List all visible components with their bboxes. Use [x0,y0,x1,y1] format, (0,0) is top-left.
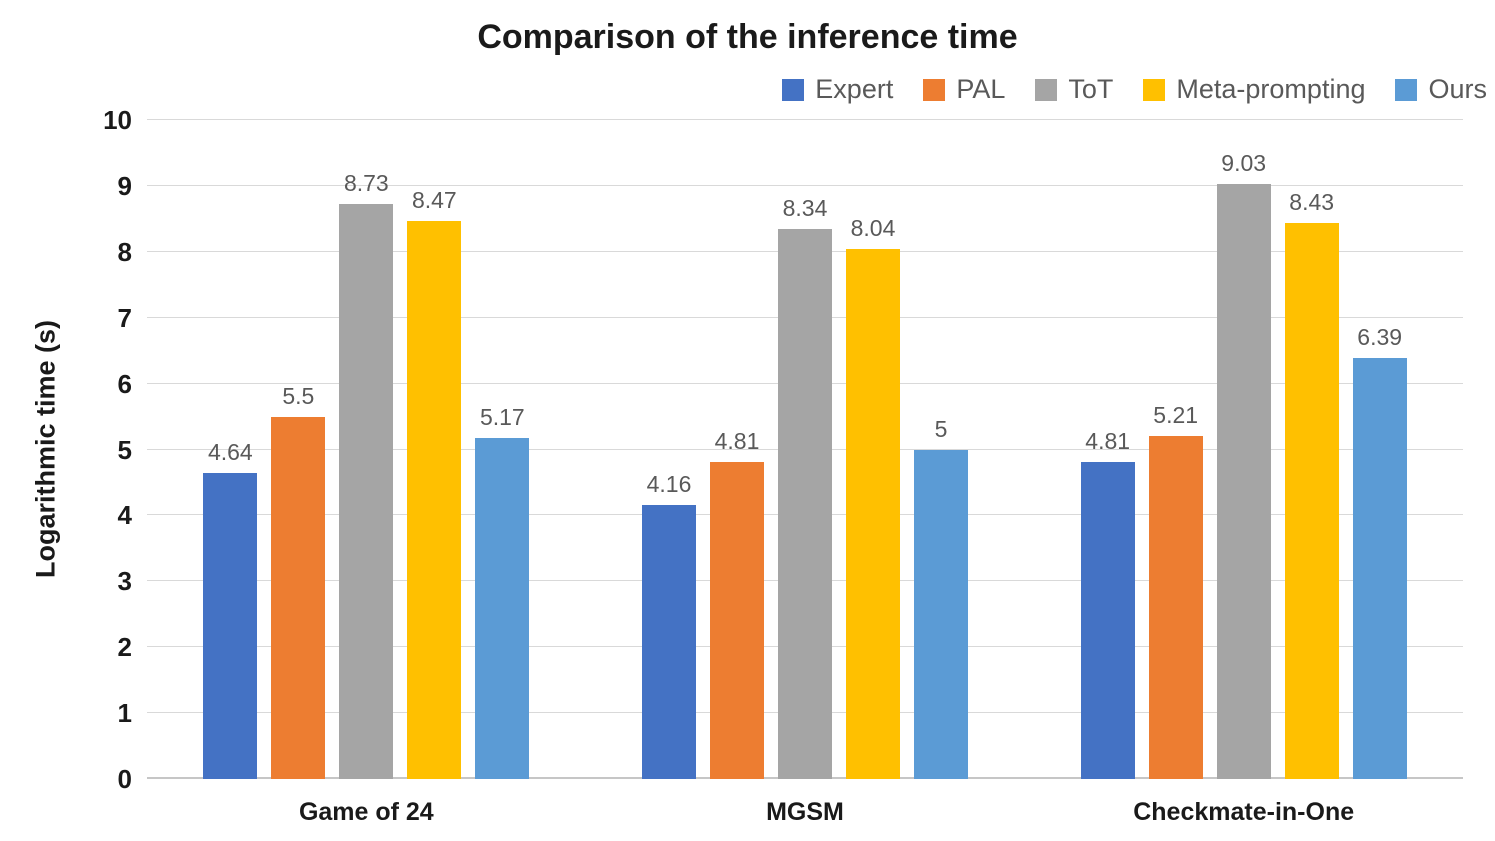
y-tick-label-8: 8 [117,236,132,267]
bar-value-label-meta-prompting-game-of-24: 8.47 [411,186,457,213]
bar-ours-game-of-24 [475,438,530,779]
legend-swatch-meta-prompting-icon [1143,78,1166,101]
x-axis-label-game-of-24: Game of 24 [298,798,434,826]
bar-slot-tot-checkmate-in-one: 9.03 [1216,120,1271,779]
bar-slot-ours-checkmate-in-one: 6.39 [1352,120,1407,779]
bar-group-checkmate-in-one: 4.81 5.21 9.03 8.43 6.39 [1024,120,1463,779]
bar-meta-prompting-mgsm [846,249,900,779]
y-tick-label-10: 10 [103,105,132,135]
y-tick-label-0: 0 [117,764,132,794]
bar-value-label-ours-mgsm: 5 [934,415,948,442]
legend-swatch-ours-icon [1395,78,1418,101]
bar-value-label-expert-checkmate-in-one: 4.81 [1085,428,1131,455]
bar-slot-ours-game-of-24: 5.17 [475,120,530,779]
bar-tot-mgsm [778,229,832,779]
bar-slot-tot-mgsm: 8.34 [778,120,832,779]
gridline [147,119,1463,120]
bar-value-label-tot-checkmate-in-one: 9.03 [1221,149,1267,176]
bar-value-label-expert-game-of-24: 4.64 [207,439,253,466]
x-axis-labels: Game of 24 MGSM Checkmate-in-One [147,798,1463,827]
legend-item-tot: ToT [1035,74,1113,105]
legend-swatch-tot-icon [1035,78,1058,101]
y-tick-label-1: 1 [117,698,132,729]
legend-item-pal: PAL [923,74,1005,105]
bar-expert-game-of-24 [203,473,258,779]
bar-slot-pal-checkmate-in-one: 5.21 [1148,120,1203,779]
bar-meta-prompting-checkmate-in-one [1284,223,1339,779]
legend-label-meta-prompting: Meta-prompting [1176,74,1366,104]
bar-pal-mgsm [710,462,764,779]
y-tick-label-3: 3 [117,566,132,597]
bar-meta-prompting-game-of-24 [407,220,462,779]
legend-swatch-expert-icon [782,78,805,101]
legend-item-ours: Ours [1395,74,1487,105]
legend-item-meta-prompting: Meta-prompting [1143,74,1365,105]
legend-swatch-pal-icon [923,78,946,101]
bar-ours-checkmate-in-one [1352,357,1407,779]
legend: Expert PAL ToT Meta-prompting Ours [782,74,1487,105]
y-tick-label-4: 4 [117,500,132,531]
y-tick-label-2: 2 [117,632,132,663]
bar-value-label-ours-game-of-24: 5.17 [479,404,525,431]
bar-slot-meta-prompting-game-of-24: 8.47 [407,120,462,779]
bar-tot-game-of-24 [339,203,394,779]
legend-label-pal: PAL [956,74,1006,104]
bar-slot-expert-mgsm: 4.16 [642,120,696,779]
bar-expert-mgsm [642,504,696,779]
legend-item-expert: Expert [782,74,893,105]
plot-area: 4.64 5.5 8.73 8.47 5.17 4.16 4.81 8.34 8.04 5 4.81… [147,119,1463,779]
bar-value-label-meta-prompting-mgsm: 8.04 [850,215,896,242]
bar-value-label-ours-checkmate-in-one: 6.39 [1357,323,1403,350]
legend-label-expert: Expert [815,74,894,104]
chart-title: Comparison of the inference time [477,18,1018,56]
bar-slot-expert-checkmate-in-one: 4.81 [1080,120,1135,779]
bar-slot-pal-mgsm: 4.81 [710,120,764,779]
y-tick-label-6: 6 [117,368,132,399]
bar-value-label-pal-mgsm: 4.81 [714,428,760,455]
bar-value-label-tot-game-of-24: 8.73 [343,169,389,196]
bar-slot-expert-game-of-24: 4.64 [203,120,258,779]
bar-group-mgsm: 4.16 4.81 8.34 8.04 5 [586,120,1025,779]
bar-value-label-tot-mgsm: 8.34 [782,195,828,222]
legend-label-ours: Ours [1428,74,1487,104]
legend-label-tot: ToT [1068,74,1114,104]
bar-value-label-pal-checkmate-in-one: 5.21 [1153,401,1199,428]
bar-value-label-expert-mgsm: 4.16 [646,470,692,497]
bar-groups: 4.64 5.5 8.73 8.47 5.17 4.16 4.81 8.34 8.04 5 4.81… [147,120,1463,779]
bar-slot-meta-prompting-checkmate-in-one: 8.43 [1284,120,1339,779]
bar-pal-game-of-24 [271,416,326,779]
bar-slot-pal-game-of-24: 5.5 [271,120,326,779]
y-tick-label-9: 9 [117,170,132,201]
y-tick-label-7: 7 [117,302,132,333]
bar-expert-checkmate-in-one [1080,462,1135,779]
bar-slot-tot-game-of-24: 8.73 [339,120,394,779]
y-axis-ticks: 0 1 2 3 4 5 6 7 8 9 10 [0,107,132,792]
x-axis-label-checkmate-in-one: Checkmate-in-One [1133,798,1355,826]
bar-slot-meta-prompting-mgsm: 8.04 [846,120,900,779]
bar-pal-checkmate-in-one [1148,435,1203,779]
bar-group-game-of-24: 4.64 5.5 8.73 8.47 5.17 [147,120,586,779]
bar-tot-checkmate-in-one [1216,183,1271,779]
bar-ours-mgsm [914,449,968,779]
bar-value-label-meta-prompting-checkmate-in-one: 8.43 [1289,189,1335,216]
bar-slot-ours-mgsm: 5 [914,120,968,779]
bar-value-label-pal-game-of-24: 5.5 [282,382,315,409]
x-axis-label-mgsm: MGSM [766,798,844,826]
gridline [147,184,1463,186]
y-tick-label-5: 5 [117,434,132,465]
